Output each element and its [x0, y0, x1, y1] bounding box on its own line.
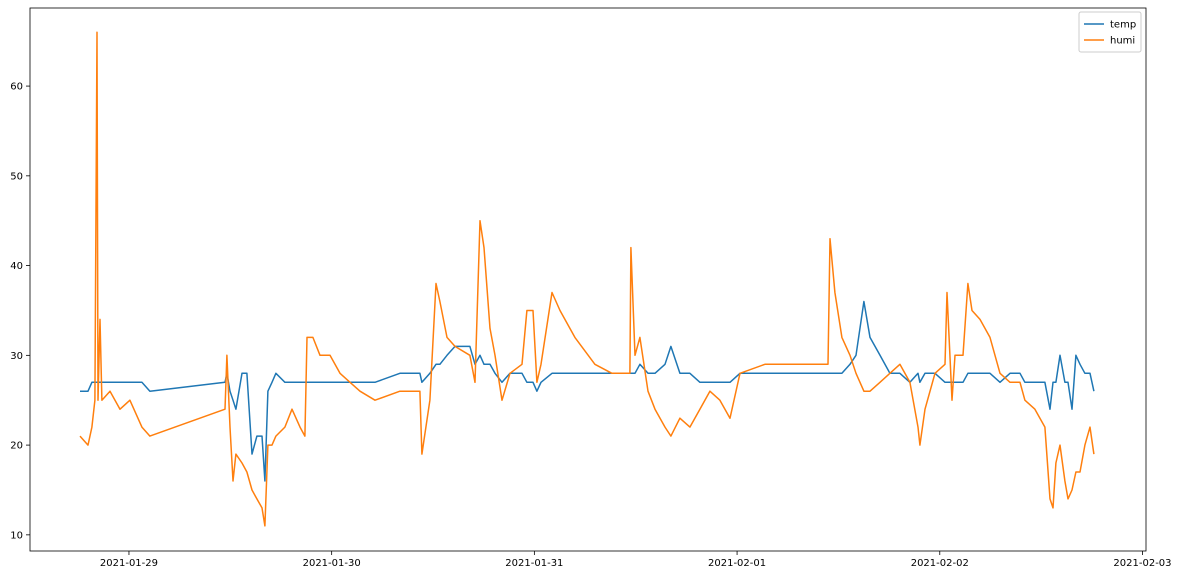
plot-frame: [29, 7, 1147, 552]
x-tick-label: 2021-02-03: [1113, 558, 1171, 569]
x-tick-label: 2021-02-01: [708, 558, 766, 569]
y-tick-label: 20: [10, 441, 23, 452]
y-tick-label: 50: [10, 171, 23, 182]
legend-box: [1078, 11, 1142, 53]
x-tick-label: 2021-02-02: [911, 558, 969, 569]
y-tick-label: 30: [10, 351, 23, 362]
line-series: [79, 31, 1095, 527]
legend-label: humi: [1110, 36, 1135, 47]
legend-label: temp: [1110, 20, 1136, 31]
x-tick-label: 2021-01-30: [303, 558, 361, 569]
x-tick-label: 2021-01-31: [505, 558, 563, 569]
x-tick-label: 2021-01-29: [100, 558, 158, 569]
y-tick-label: 60: [10, 82, 23, 93]
y-tick-label: 10: [10, 530, 23, 541]
line-series: [80, 300, 1095, 482]
y-tick-label: 40: [10, 261, 23, 272]
